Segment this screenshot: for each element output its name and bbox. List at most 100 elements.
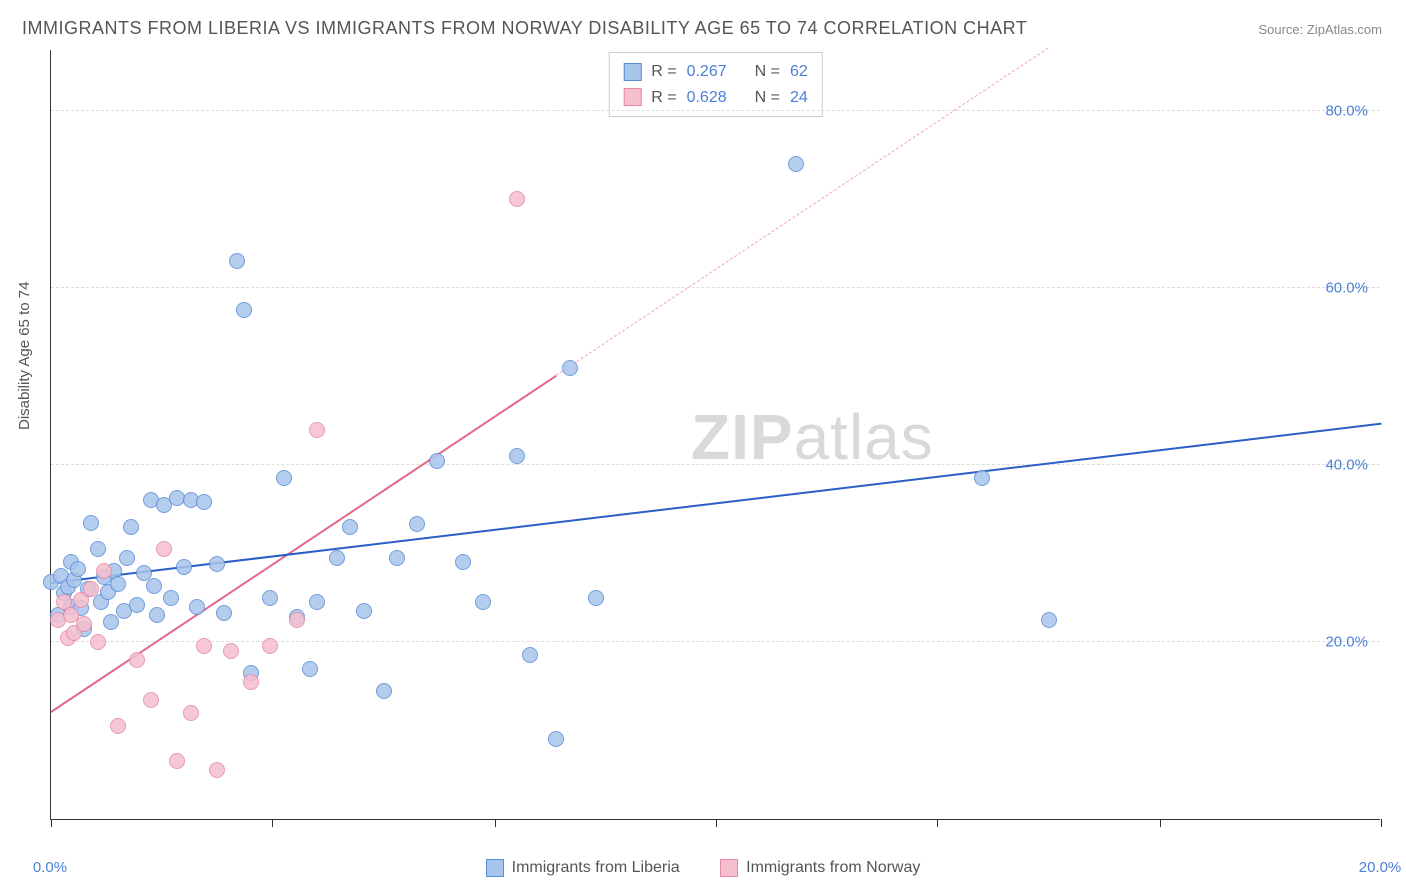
data-point (236, 302, 252, 318)
data-point (183, 705, 199, 721)
gridline (51, 464, 1380, 465)
data-point (70, 561, 86, 577)
data-point (356, 603, 372, 619)
x-tick (495, 819, 496, 827)
gridline (51, 110, 1380, 111)
y-tick-label: 60.0% (1325, 279, 1368, 296)
data-point (522, 647, 538, 663)
gridline (51, 287, 1380, 288)
data-point (149, 607, 165, 623)
data-point (788, 156, 804, 172)
source-link[interactable]: ZipAtlas.com (1307, 22, 1382, 37)
source-prefix: Source: (1258, 22, 1306, 37)
legend-row-liberia: R = 0.267 N = 62 (623, 59, 808, 85)
data-point (90, 634, 106, 650)
x-tick-label: 0.0% (33, 859, 67, 876)
trend-line (51, 423, 1381, 585)
x-tick (1160, 819, 1161, 827)
n-label: N = (755, 85, 780, 111)
swatch-norway (623, 88, 641, 106)
x-tick (937, 819, 938, 827)
data-point (243, 674, 259, 690)
data-point (562, 360, 578, 376)
data-point (509, 191, 525, 207)
data-point (209, 556, 225, 572)
watermark-rest: atlas (794, 401, 934, 473)
data-point (209, 762, 225, 778)
y-axis-label: Disability Age 65 to 74 (16, 282, 33, 430)
x-tick (716, 819, 717, 827)
source-attribution: Source: ZipAtlas.com (1258, 22, 1382, 37)
x-tick (1381, 819, 1382, 827)
x-tick-label: 20.0% (1359, 859, 1402, 876)
r-label: R = (651, 59, 676, 85)
r-label: R = (651, 85, 676, 111)
y-tick-label: 20.0% (1325, 634, 1368, 651)
watermark: ZIPatlas (691, 400, 934, 474)
data-point (96, 563, 112, 579)
data-point (196, 494, 212, 510)
data-point (163, 590, 179, 606)
data-point (548, 731, 564, 747)
legend-item-liberia: Immigrants from Liberia (486, 859, 680, 877)
data-point (196, 638, 212, 654)
legend-label-liberia: Immigrants from Liberia (512, 859, 680, 877)
swatch-liberia-icon (486, 859, 504, 877)
legend-label-norway: Immigrants from Norway (746, 859, 920, 877)
data-point (129, 652, 145, 668)
swatch-norway-icon (720, 859, 738, 877)
data-point (110, 718, 126, 734)
data-point (309, 422, 325, 438)
data-point (475, 594, 491, 610)
chart-title: IMMIGRANTS FROM LIBERIA VS IMMIGRANTS FR… (22, 18, 1027, 39)
data-point (76, 616, 92, 632)
data-point (262, 638, 278, 654)
data-point (229, 253, 245, 269)
data-point (1041, 612, 1057, 628)
data-point (455, 554, 471, 570)
data-point (223, 643, 239, 659)
n-value-norway: 24 (790, 85, 808, 111)
x-tick (51, 819, 52, 827)
data-point (169, 753, 185, 769)
data-point (289, 612, 305, 628)
data-point (119, 550, 135, 566)
data-point (123, 519, 139, 535)
data-point (129, 597, 145, 613)
swatch-liberia (623, 63, 641, 81)
data-point (143, 692, 159, 708)
data-point (90, 541, 106, 557)
data-point (156, 541, 172, 557)
y-tick-label: 80.0% (1325, 102, 1368, 119)
data-point (429, 453, 445, 469)
data-point (189, 599, 205, 615)
series-legend: Immigrants from Liberia Immigrants from … (0, 859, 1406, 882)
data-point (216, 605, 232, 621)
data-point (342, 519, 358, 535)
n-label: N = (755, 59, 780, 85)
legend-row-norway: R = 0.628 N = 24 (623, 85, 808, 111)
data-point (329, 550, 345, 566)
data-point (389, 550, 405, 566)
r-value-norway: 0.628 (687, 85, 727, 111)
data-point (309, 594, 325, 610)
y-tick-label: 40.0% (1325, 456, 1368, 473)
data-point (409, 516, 425, 532)
data-point (110, 576, 126, 592)
data-point (509, 448, 525, 464)
data-point (302, 661, 318, 677)
legend-item-norway: Immigrants from Norway (720, 859, 920, 877)
data-point (146, 578, 162, 594)
correlation-legend: R = 0.267 N = 62 R = 0.628 N = 24 (608, 52, 823, 117)
watermark-bold: ZIP (691, 401, 794, 473)
data-point (588, 590, 604, 606)
x-tick (272, 819, 273, 827)
data-point (262, 590, 278, 606)
data-point (83, 581, 99, 597)
data-point (103, 614, 119, 630)
scatter-plot-area: ZIPatlas R = 0.267 N = 62 R = 0.628 N = … (50, 50, 1380, 820)
data-point (376, 683, 392, 699)
data-point (974, 470, 990, 486)
r-value-liberia: 0.267 (687, 59, 727, 85)
gridline (51, 641, 1380, 642)
